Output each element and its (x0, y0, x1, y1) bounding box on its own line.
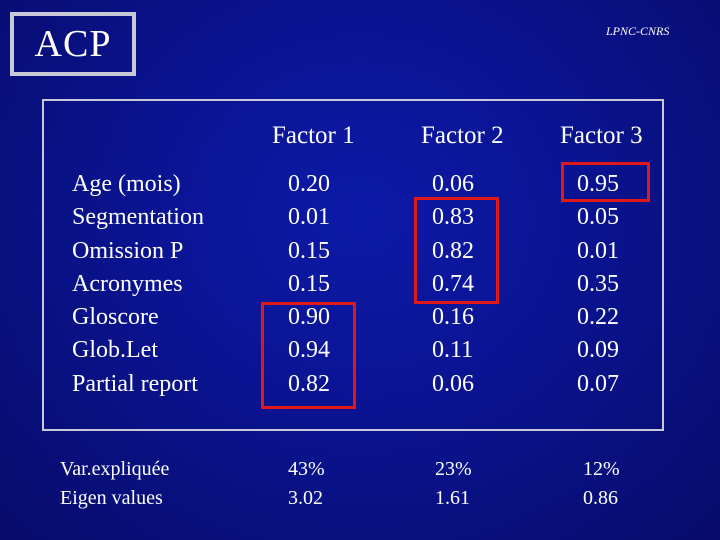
row-label: Segmentation (72, 204, 204, 231)
table-cell: 0.22 (577, 304, 619, 331)
footer-labels: Var.expliquée Eigen values (60, 455, 169, 513)
factor-3-column: 0.95 0.05 0.01 0.35 0.22 0.09 0.07 (577, 168, 619, 401)
table-cell: 0.06 (432, 171, 474, 197)
footer-factor-2: 23% 1.61 (435, 455, 472, 513)
slide-title: ACP (34, 23, 112, 65)
row-label: Glob.Let (72, 337, 158, 364)
highlight-factor-3 (561, 162, 650, 202)
table-cell: 0.15 (288, 237, 330, 264)
table-cell: 0.82 (432, 237, 474, 264)
table-cell: 0.09 (577, 337, 619, 364)
footer-cell: 3.02 (288, 487, 323, 509)
table-cell: 0.05 (577, 204, 619, 231)
lab-label: LPNC-CNRS (606, 24, 670, 38)
footer-factor-3: 12% 0.86 (583, 455, 620, 513)
highlight-factor-2 (414, 197, 499, 304)
factor-1-column: 0.20 0.01 0.15 0.15 0.90 0.94 0.82 (288, 168, 330, 401)
table-cell: 0.06 (432, 370, 474, 397)
footer-factor-1: 43% 3.02 (288, 455, 325, 513)
table-cell: 0.15 (288, 270, 330, 297)
table-cell: 0.01 (288, 204, 330, 231)
table-cell: 0.35 (577, 270, 619, 297)
table-cell: 0.01 (577, 237, 619, 264)
table-cell: 0.07 (577, 370, 619, 397)
table-cell: 0.82 (288, 370, 330, 397)
slide-title-box: ACP (10, 12, 136, 76)
table-cell: 0.90 (288, 304, 330, 331)
footer-cell: 0.86 (583, 487, 618, 509)
header-factor-3: Factor 3 (560, 122, 643, 149)
table-cell: 0.11 (432, 337, 474, 364)
row-labels: Age (mois) Segmentation Omission P Acron… (72, 168, 204, 401)
row-label: Age (mois) (72, 171, 181, 197)
footer-cell: 1.61 (435, 487, 470, 509)
row-label: Partial report (72, 370, 198, 397)
table-cell: 0.16 (432, 304, 474, 331)
table-cell: 0.74 (432, 270, 474, 297)
row-label: Gloscore (72, 304, 159, 331)
footer-cell: 12% (583, 458, 620, 480)
table-cell: 0.20 (288, 171, 330, 197)
highlight-factor-1 (261, 302, 356, 409)
row-label: Omission P (72, 237, 184, 264)
footer-label: Eigen values (60, 487, 163, 509)
footer-label: Var.expliquée (60, 458, 170, 480)
footer-cell: 23% (435, 458, 472, 480)
header-factor-1: Factor 1 (272, 122, 355, 149)
factor-2-column: 0.06 0.83 0.82 0.74 0.16 0.11 0.06 (432, 168, 474, 401)
table-panel (42, 99, 664, 431)
table-cell: 0.95 (577, 171, 619, 197)
row-label: Acronymes (72, 270, 183, 297)
table-cell: 0.83 (432, 204, 474, 231)
table-cell: 0.94 (288, 337, 330, 364)
header-factor-2: Factor 2 (421, 122, 504, 149)
footer-cell: 43% (288, 458, 325, 480)
